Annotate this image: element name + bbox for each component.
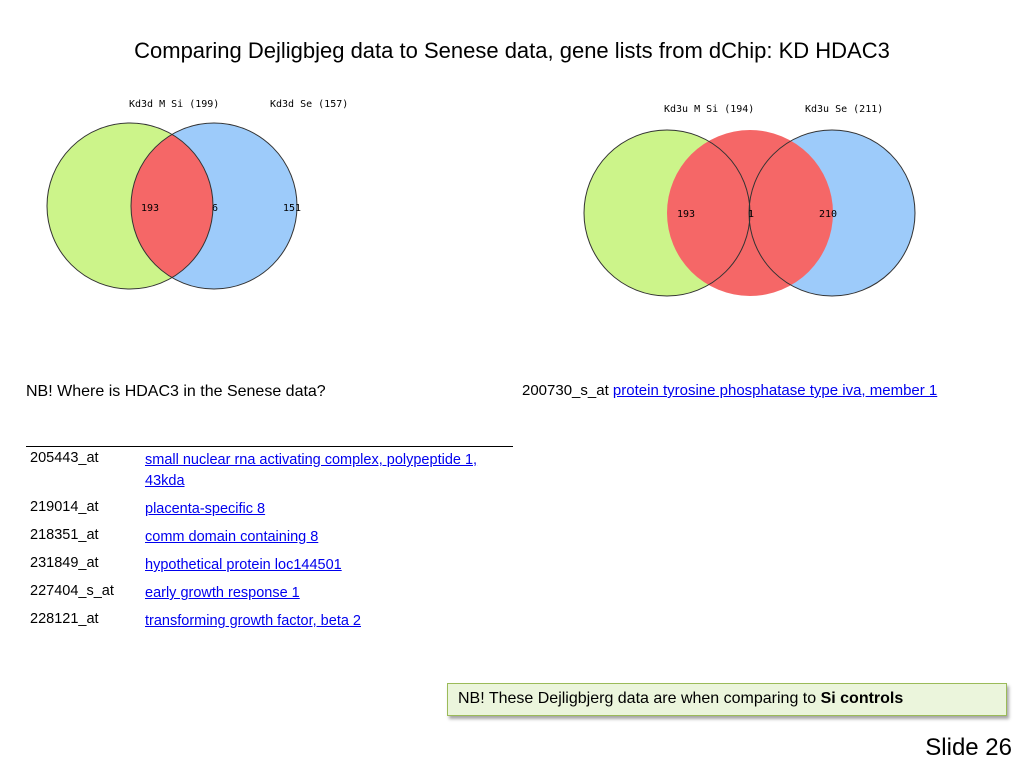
gene-id: 200730_s_at [522,382,609,399]
venn-label-kd3u-se: Kd3u Se (211) [805,104,883,115]
table-row: 231849_at hypothetical protein loc144501 [26,552,513,580]
venn-overlap-kd3d [131,123,213,289]
table-row: 219014_at placenta-specific 8 [26,496,513,524]
slide-number: Slide 26 [925,734,1012,761]
callout-text: NB! These Dejligbjerg data are when comp… [458,690,821,707]
table-row: 227404_s_at early growth response 1 [26,580,513,608]
venn-label-kd3d-m-si: Kd3d M Si (199) [129,99,219,110]
venn-count-kd3d-overlap: 6 [212,203,218,214]
venn-count-kd3d-m-si-only: 193 [141,203,159,214]
venn-count-kd3u-m-si-only: 193 [677,209,695,220]
gene-id: 231849_at [30,555,99,571]
venn-count-kd3u-se-only: 210 [819,209,837,220]
callout-bold-text: Si controls [820,690,904,707]
gene-id: 218351_at [30,527,99,543]
gene-link[interactable]: comm domain containing 8 [145,529,319,545]
venn-diagram-kd3d: Kd3d M Si (199) Kd3d Se (157) 193 6 151 [46,99,348,290]
gene-link[interactable]: small nuclear rna activating complex, po… [145,452,478,489]
gene-link[interactable]: placenta-specific 8 [145,501,266,517]
table-row: 205443_at small nuclear rna activating c… [26,447,513,496]
overlap-gene-kd3u: 200730_s_at protein tyrosine phosphatase… [522,382,937,399]
si-controls-callout: NB! These Dejligbjerg data are when comp… [447,683,1007,716]
gene-link[interactable]: protein tyrosine phosphatase type iva, m… [612,382,938,399]
table-row: 218351_at comm domain containing 8 [26,524,513,552]
gene-link[interactable]: early growth response 1 [145,585,300,601]
table-top-rule [142,446,513,447]
gene-id: 205443_at [30,450,99,466]
venn-count-kd3u-overlap: 1 [748,209,754,220]
gene-id: 228121_at [30,611,99,627]
slide-title: Comparing Dejligbjeg data to Senese data… [134,38,890,63]
venn-label-kd3d-se: Kd3d Se (157) [270,99,348,110]
venn-count-kd3d-se-only: 151 [283,203,301,214]
hdac3-note: NB! Where is HDAC3 in the Senese data? [26,383,326,400]
overlap-gene-table-kd3d: 205443_at small nuclear rna activating c… [26,446,513,636]
gene-id: 227404_s_at [30,583,114,599]
table-row: 228121_at transforming growth factor, be… [26,608,513,636]
venn-label-kd3u-m-si: Kd3u M Si (194) [664,104,754,115]
gene-link[interactable]: hypothetical protein loc144501 [145,557,342,573]
gene-id: 219014_at [30,499,99,515]
venn-diagram-kd3u: Kd3u M Si (194) Kd3u Se (211) 193 1 210 [583,104,916,297]
gene-link[interactable]: transforming growth factor, beta 2 [145,613,361,629]
